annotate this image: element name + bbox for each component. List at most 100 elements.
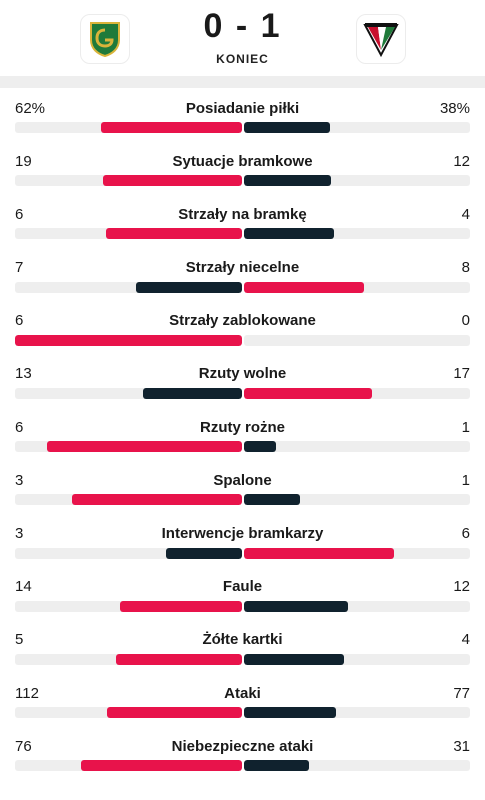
home-bar-track [15,600,242,612]
stat-label: Posiadanie piłki [185,99,300,117]
home-bar-fill [143,387,242,399]
away-bar-track [243,653,470,665]
stat-header: 5 Żółte kartki 4 [15,630,470,650]
home-bar-fill [80,760,242,772]
stat-label: Spalone [213,471,272,489]
zaglebie-crest-icon [363,23,399,58]
away-stat-value: 6 [461,525,470,542]
stat-label: Strzały zablokowane [169,312,316,330]
home-stat-value: 76 [15,737,32,755]
home-stat-value: 5 [15,631,24,649]
away-bar-fill [243,122,330,133]
stat-header: 62% Posiadanie piłki 38% [15,98,470,118]
away-stat-value: 38% [439,99,470,117]
stat-comparison-bar [15,760,470,772]
home-stat-value: 3 [15,471,24,489]
away-bar-fill [243,653,345,665]
home-bar-track [15,122,242,133]
stat-row: 112 Ataki 77 [0,673,485,726]
stat-comparison-bar [15,175,470,187]
match-header: 0 - 1 KONIEC [0,0,485,76]
match-status: KONIEC [216,52,269,66]
stat-header: 6 Strzały na bramkę 4 [15,204,470,224]
stat-comparison-bar [15,334,470,346]
away-stat-value: 4 [461,631,470,649]
home-stat-value: 7 [15,259,24,277]
stat-row: 3 Spalone 1 [0,460,485,513]
stat-label: Sytuacje bramkowe [172,152,313,170]
stat-header: 3 Interwencje bramkarzy 6 [15,524,470,544]
home-bar-fill [102,175,242,187]
home-bar-fill [119,600,242,612]
stat-row: 19 Sytuacje bramkowe 12 [0,141,485,194]
away-stat-value: 0 [461,312,470,330]
home-stat-value: 14 [15,578,32,596]
stat-label: Strzały niecelne [185,259,300,277]
stat-label: Rzuty rożne [199,418,285,436]
header-divider [0,76,485,88]
away-bar-track [243,600,470,612]
home-stat-value: 6 [15,205,24,223]
score-block: 0 - 1 KONIEC [0,6,485,66]
home-bar-track [15,760,242,772]
away-stat-value: 17 [453,365,470,383]
away-bar-track [243,281,470,293]
home-team-logo[interactable] [80,14,130,64]
match-score: 0 - 1 [203,7,282,45]
stat-label: Rzuty wolne [198,365,287,383]
away-bar-fill [243,387,372,399]
stat-header: 112 Ataki 77 [15,683,470,703]
stat-comparison-bar [15,494,470,506]
home-stat-value: 6 [15,418,24,436]
home-bar-track [15,334,242,346]
stat-comparison-bar [15,707,470,719]
stat-comparison-bar [15,441,470,453]
home-bar-fill [105,228,242,240]
stat-header: 7 Strzały niecelne 8 [15,258,470,278]
stat-row: 62% Posiadanie piłki 38% [0,88,485,141]
stats-list: 62% Posiadanie piłki 38% 19 Sytuacje bramkow… [0,88,485,779]
home-bar-track [15,387,242,399]
stat-label: Interwencje bramkarzy [161,525,324,542]
stat-header: 13 Rzuty wolne 17 [15,364,470,384]
home-bar-fill [47,441,242,453]
home-bar-fill [101,122,242,133]
away-bar-track [243,760,470,772]
away-stat-value: 12 [453,152,470,170]
stat-label: Faule [222,578,263,596]
home-bar-fill [15,334,242,346]
stat-comparison-bar [15,122,470,133]
stat-comparison-bar [15,387,470,399]
stat-comparison-bar [15,547,470,559]
home-stat-value: 6 [15,312,24,330]
home-stat-value: 19 [15,152,32,170]
home-bar-fill [115,653,242,665]
stat-header: 14 Faule 12 [15,577,470,597]
home-stat-value: 3 [15,525,24,542]
stat-row: 14 Faule 12 [0,567,485,620]
home-bar-track [15,228,242,240]
stat-header: 6 Strzały zablokowane 0 [15,311,470,331]
stat-row: 5 Żółte kartki 4 [0,620,485,673]
away-bar-fill [243,760,310,772]
stat-header: 6 Rzuty rożne 1 [15,417,470,437]
stat-row: 6 Strzały zablokowane 0 [0,301,485,354]
stat-comparison-bar [15,600,470,612]
stat-label: Strzały na bramkę [178,205,307,223]
stat-row: 3 Interwencje bramkarzy 6 [0,514,485,567]
gks-crest-icon [90,22,120,58]
away-team-logo[interactable] [356,14,406,64]
away-bar-fill [243,175,332,187]
stat-comparison-bar [15,653,470,665]
home-bar-track [15,281,242,293]
away-stat-value: 1 [461,418,470,436]
stat-row: 7 Strzały niecelne 8 [0,248,485,301]
away-stat-value: 77 [453,684,470,702]
away-bar-fill [243,281,365,293]
home-bar-track [15,707,242,719]
home-bar-fill [166,547,242,559]
away-stat-value: 12 [453,578,470,596]
stat-comparison-bar [15,228,470,240]
home-bar-track [15,653,242,665]
stat-header: 19 Sytuacje bramkowe 12 [15,151,470,171]
